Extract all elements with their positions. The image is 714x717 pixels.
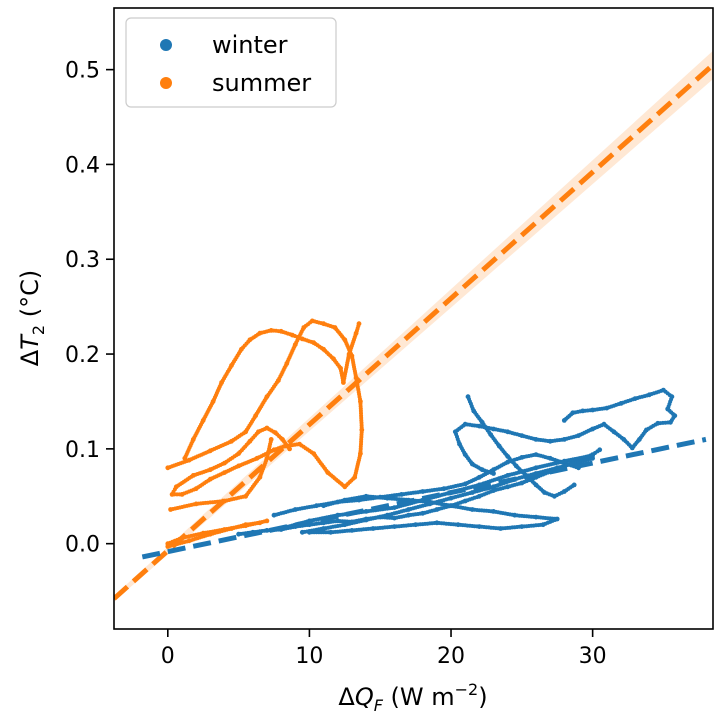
y-tick-label: 0.0 <box>65 533 100 558</box>
legend-label-winter: winter <box>212 31 288 59</box>
legend-label-summer: summer <box>212 69 311 97</box>
y-tick-label: 0.1 <box>65 438 100 463</box>
legend-marker-summer <box>160 77 172 89</box>
fit-line-winter <box>141 436 707 560</box>
y-axis-label: ΔT2 (°C) <box>16 270 48 366</box>
point-winter <box>590 453 595 458</box>
y-axis-ticks: 0.0 0.1 0.2 0.3 0.4 0.5 <box>65 59 114 558</box>
y-tick-label: 0.5 <box>65 59 100 84</box>
fit-line-summer <box>114 63 713 601</box>
plot-frame <box>113 7 714 630</box>
point-winter <box>307 529 312 535</box>
x-axis-label: ΔQF (W m−2) <box>338 680 487 715</box>
y-tick-label: 0.2 <box>65 343 100 368</box>
point-summer <box>287 446 292 452</box>
x-tick-label: 30 <box>579 644 607 669</box>
y-tick-label: 0.3 <box>65 248 100 273</box>
legend-marker-winter <box>160 39 172 51</box>
point-summer <box>268 437 274 442</box>
x-axis-ticks: 0 10 20 30 <box>161 629 607 669</box>
point-winter <box>491 471 496 476</box>
point-winter <box>597 447 603 453</box>
point-summer <box>356 321 362 327</box>
x-tick-label: 0 <box>161 644 175 669</box>
point-summer <box>264 518 270 524</box>
x-tick-label: 10 <box>295 644 323 669</box>
fit-lines <box>114 63 713 601</box>
y-tick-label: 0.4 <box>65 153 100 178</box>
legend: winter summer <box>125 17 337 108</box>
legend-frame <box>125 17 337 108</box>
x-tick-label: 20 <box>437 644 465 669</box>
point-winter <box>571 482 577 488</box>
